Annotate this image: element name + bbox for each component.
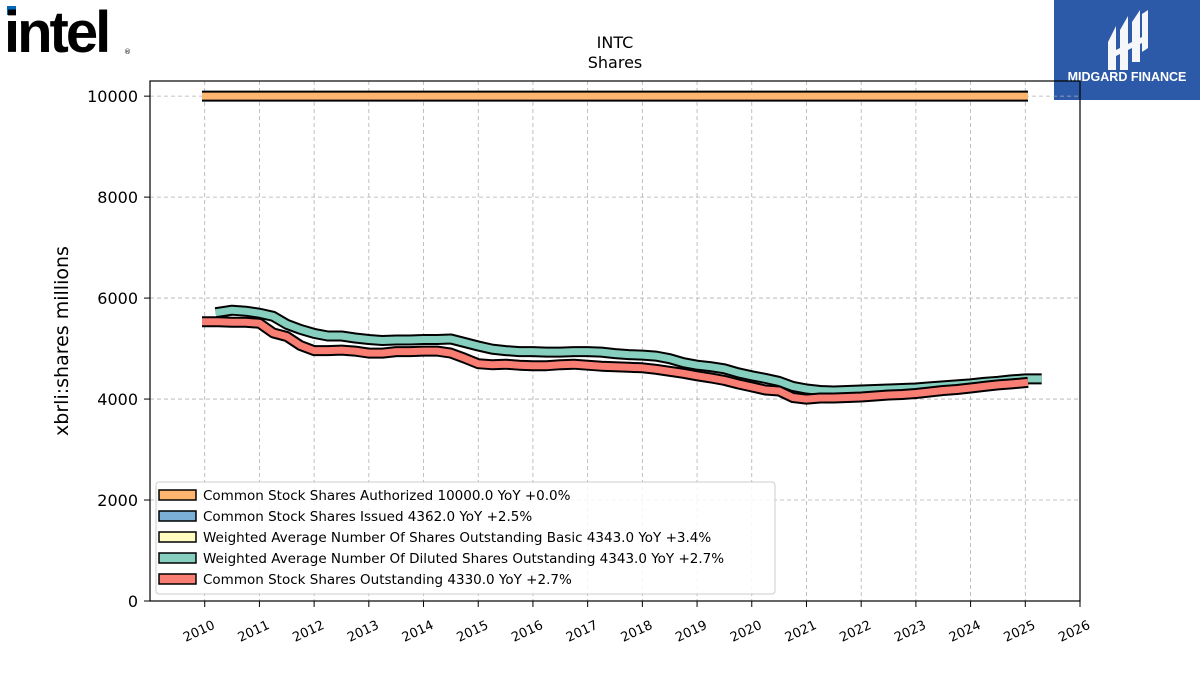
x-tick-label: 2019: [673, 618, 709, 646]
y-tick-label: 10000: [87, 87, 138, 106]
y-axis-label: xbrli:shares millions: [51, 246, 73, 436]
x-tick-label: 2018: [619, 618, 655, 646]
x-tick-label: 2010: [181, 618, 217, 646]
legend-label: Weighted Average Number Of Shares Outsta…: [203, 530, 711, 546]
x-tick-label: 2015: [455, 618, 491, 646]
legend-swatch: [158, 573, 197, 585]
legend-swatch: [158, 510, 197, 522]
y-tick-label: 0: [128, 592, 138, 611]
midgard-finance-logo: MIDGARD FINANCE: [1054, 0, 1200, 100]
x-tick-label: 2017: [564, 618, 600, 646]
legend-label: Common Stock Shares Issued 4362.0 YoY +2…: [203, 509, 532, 525]
series-line-4: [202, 318, 1029, 403]
y-axis-ticks: 0 2000 4000 6000 8000 10000: [87, 87, 150, 611]
x-tick-label: 2020: [728, 618, 764, 646]
legend-label: Weighted Average Number Of Diluted Share…: [203, 551, 724, 567]
legend-box: [155, 481, 776, 595]
legend-swatch: [158, 489, 197, 501]
x-tick-label: 2021: [783, 618, 819, 646]
x-tick-label: 2024: [947, 618, 983, 646]
intel-logo: intel ®: [4, 2, 131, 60]
chart-subtitle: Shares: [588, 53, 643, 72]
legend-label: Common Stock Shares Authorized 10000.0 Y…: [203, 488, 571, 504]
x-axis-ticks: 2010 2011 2012 2013 2014 2015 2016 2017 2018 2019…: [181, 601, 1093, 646]
legend-label: Common Stock Shares Outstanding 4330.0 Y…: [203, 572, 572, 588]
chart-title: INTC: [597, 33, 634, 52]
series-line-3: [215, 306, 1042, 395]
x-tick-label: 2025: [1002, 618, 1038, 646]
x-tick-label: 2013: [345, 618, 381, 646]
svg-text:®: ®: [124, 48, 131, 56]
legend-swatch: [158, 552, 197, 564]
x-tick-label: 2011: [236, 618, 272, 646]
midgard-finance-wordmark: MIDGARD FINANCE: [1068, 70, 1187, 84]
series-layer: [202, 90, 1042, 405]
x-tick-label: 2023: [892, 618, 928, 646]
legend-swatch: [158, 531, 197, 543]
legend: Common Stock Shares Authorized 10000.0 Y…: [155, 481, 776, 595]
y-tick-label: 6000: [97, 289, 138, 308]
y-tick-label: 4000: [97, 390, 138, 409]
svg-text:intel: intel: [4, 2, 108, 60]
x-tick-label: 2026: [1056, 618, 1092, 646]
x-tick-label: 2012: [290, 618, 326, 646]
x-tick-label: 2022: [838, 618, 874, 646]
y-tick-label: 8000: [97, 188, 138, 207]
x-tick-label: 2014: [400, 618, 436, 646]
y-tick-label: 2000: [97, 491, 138, 510]
x-tick-label: 2016: [509, 618, 545, 646]
plot-frame: [149, 80, 1081, 602]
